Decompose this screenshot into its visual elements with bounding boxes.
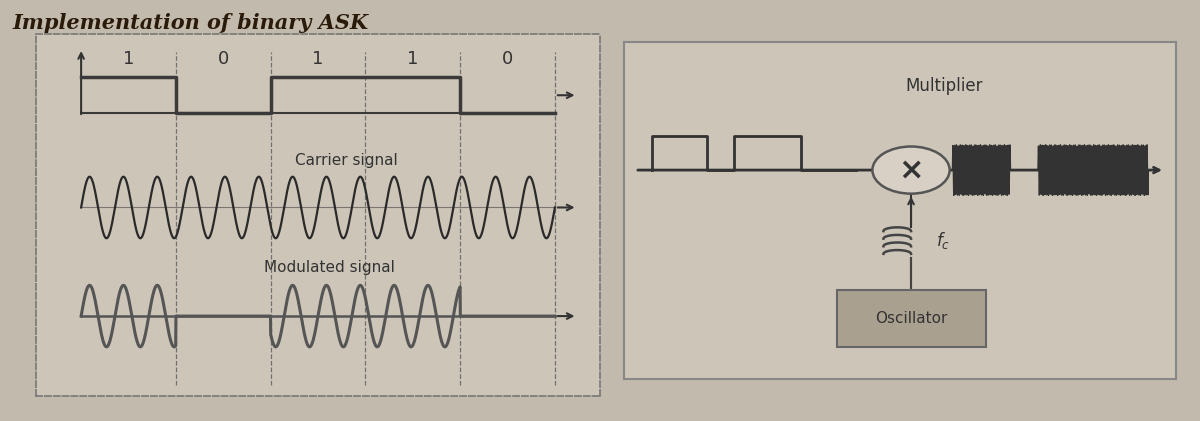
Text: ×: × — [899, 156, 924, 184]
Text: 1: 1 — [312, 50, 324, 68]
Text: Multiplier: Multiplier — [906, 77, 983, 95]
Text: Implementation of binary ASK: Implementation of binary ASK — [12, 13, 368, 33]
Text: Carrier signal: Carrier signal — [295, 153, 397, 168]
Text: 0: 0 — [502, 50, 514, 68]
Text: Modulated signal: Modulated signal — [264, 260, 395, 275]
Circle shape — [872, 147, 949, 194]
Text: 1: 1 — [407, 50, 419, 68]
FancyBboxPatch shape — [836, 290, 985, 347]
Text: 0: 0 — [217, 50, 229, 68]
Text: Oscillator: Oscillator — [875, 311, 947, 326]
Text: $f_c$: $f_c$ — [936, 230, 950, 251]
Text: 1: 1 — [122, 50, 134, 68]
